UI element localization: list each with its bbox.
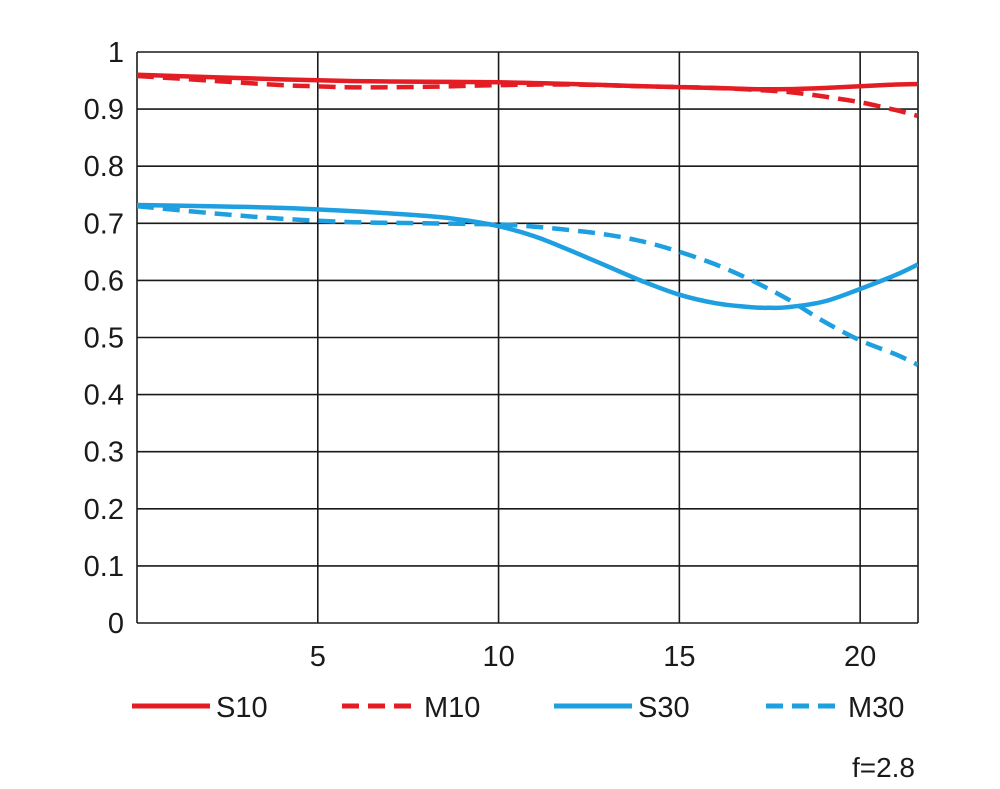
y-tick-label: 0.9 bbox=[84, 94, 124, 126]
aperture-annotation: f=2.8 bbox=[852, 752, 915, 783]
legend-label-m30: M30 bbox=[848, 692, 904, 724]
y-tick-label: 0.4 bbox=[84, 380, 124, 412]
x-tick-label: 5 bbox=[310, 641, 326, 673]
series-line-s30 bbox=[137, 202, 918, 311]
series-lines bbox=[137, 72, 918, 367]
legend-label-s30: S30 bbox=[638, 692, 690, 724]
y-tick-label: 0.2 bbox=[84, 494, 124, 526]
x-tick-label: 10 bbox=[482, 641, 514, 673]
y-tick-label: 0.7 bbox=[84, 208, 124, 240]
y-tick-label: 0.8 bbox=[84, 151, 124, 183]
axis-tick-labels: 00.10.20.30.40.50.60.70.80.915 10 15 20 bbox=[84, 37, 877, 673]
grid bbox=[136, 51, 919, 624]
x-tick-label: 20 bbox=[844, 641, 876, 673]
series-line-s10 bbox=[137, 72, 918, 92]
y-tick-label: 1 bbox=[108, 37, 124, 69]
y-tick-label: 0.6 bbox=[84, 265, 124, 297]
legend: S10 M10 S30 M30 bbox=[132, 692, 904, 724]
legend-label-m10: M10 bbox=[424, 692, 480, 724]
legend-label-s10: S10 bbox=[216, 692, 268, 724]
y-tick-label: 0.5 bbox=[84, 323, 124, 355]
y-tick-label: 0.3 bbox=[84, 437, 124, 469]
y-tick-label: 0.1 bbox=[84, 551, 124, 583]
series-line-m10 bbox=[137, 73, 918, 119]
x-tick-label: 15 bbox=[663, 641, 695, 673]
y-tick-label: 0 bbox=[108, 608, 124, 640]
series-line-m30 bbox=[137, 203, 918, 367]
